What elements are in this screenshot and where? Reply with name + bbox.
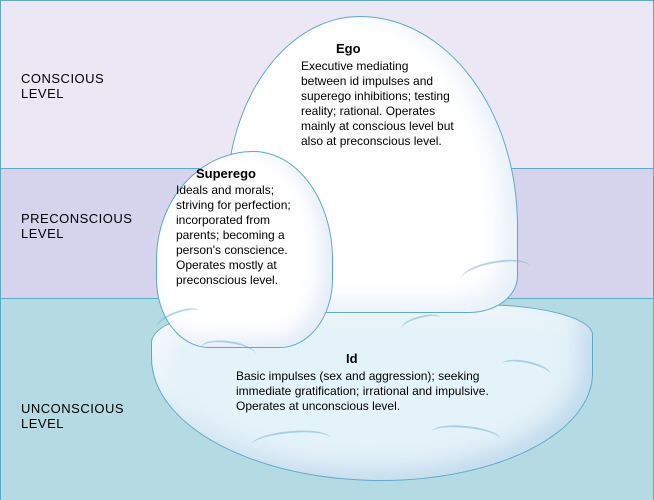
superego-description: Ideals and morals; striving for perfecti… (176, 183, 304, 288)
conscious-level-label: CONSCIOUS LEVEL (21, 71, 131, 101)
freud-iceberg-diagram: CONSCIOUS LEVEL PRECONSCIOUS LEVEL UNCON… (0, 0, 654, 500)
preconscious-level-label: PRECONSCIOUS LEVEL (21, 211, 151, 241)
superego-title: Superego (196, 166, 256, 181)
id-title: Id (346, 351, 358, 366)
ego-title: Ego (336, 41, 361, 56)
unconscious-level-label: UNCONSCIOUS LEVEL (21, 401, 151, 431)
id-description: Basic impulses (sex and aggression); see… (236, 369, 496, 414)
ego-description: Executive mediating between id impulses … (301, 59, 456, 149)
